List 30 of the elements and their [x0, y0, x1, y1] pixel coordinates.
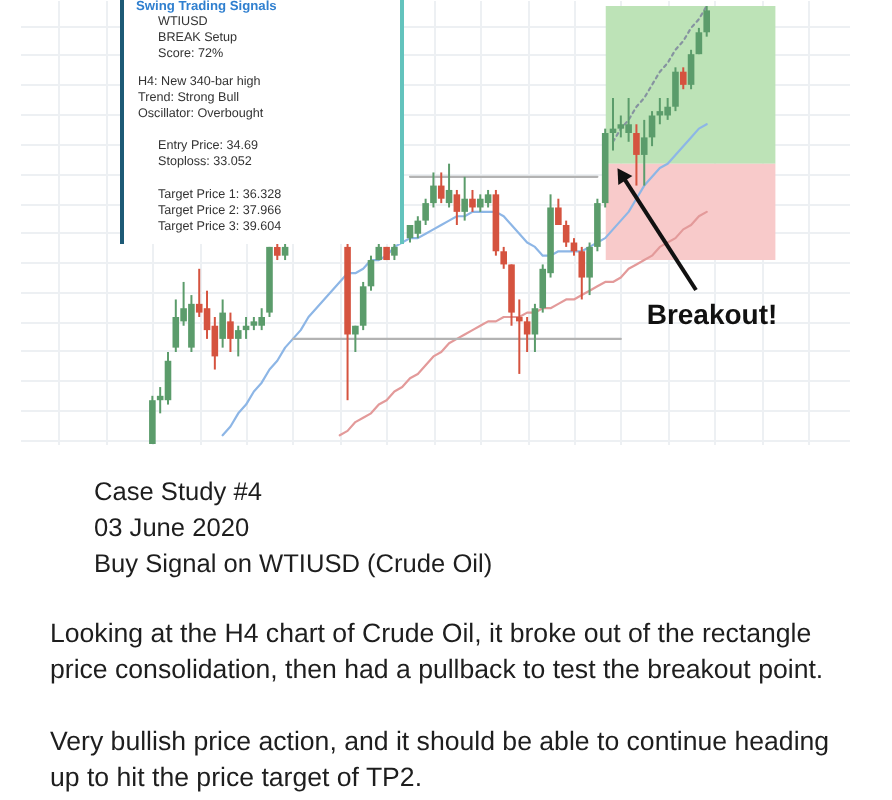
candlestick	[523, 315, 531, 354]
candlestick	[453, 188, 461, 226]
candlestick	[633, 123, 640, 187]
candlestick	[219, 298, 226, 349]
candlestick	[227, 311, 234, 354]
text: Looking at the H4 chart of Crude Oil, it broke out of the rectangle price consolidation, then had a pullback to test the breakout point.	[50, 618, 824, 684]
candlestick	[625, 96, 632, 143]
candlestick	[469, 188, 476, 213]
candlestick	[445, 162, 453, 209]
candlestick	[359, 280, 367, 332]
text: Buy Signal on WTIUSD (Crude Oil)	[94, 548, 493, 578]
candlestick	[656, 96, 664, 126]
candlestick	[703, 5, 710, 38]
candlestick	[164, 351, 172, 406]
text: Very bullish price action, and it should be able to continue heading up to hit the price target of TP2.	[50, 726, 830, 792]
candlestick	[679, 66, 687, 91]
candlestick	[578, 245, 586, 301]
text: 03 June 2020	[94, 512, 250, 542]
candlestick	[617, 114, 625, 139]
candlestick	[172, 298, 180, 354]
candlestick	[437, 171, 445, 205]
candlestick	[640, 118, 648, 187]
candlestick	[149, 394, 156, 445]
candlestick	[672, 66, 679, 113]
candlestick	[367, 254, 375, 292]
candlestick	[234, 324, 242, 358]
candlestick	[461, 175, 468, 222]
text: Case Study #4	[94, 476, 262, 506]
annotation: Breakout!	[646, 298, 778, 330]
candlestick	[687, 48, 695, 91]
